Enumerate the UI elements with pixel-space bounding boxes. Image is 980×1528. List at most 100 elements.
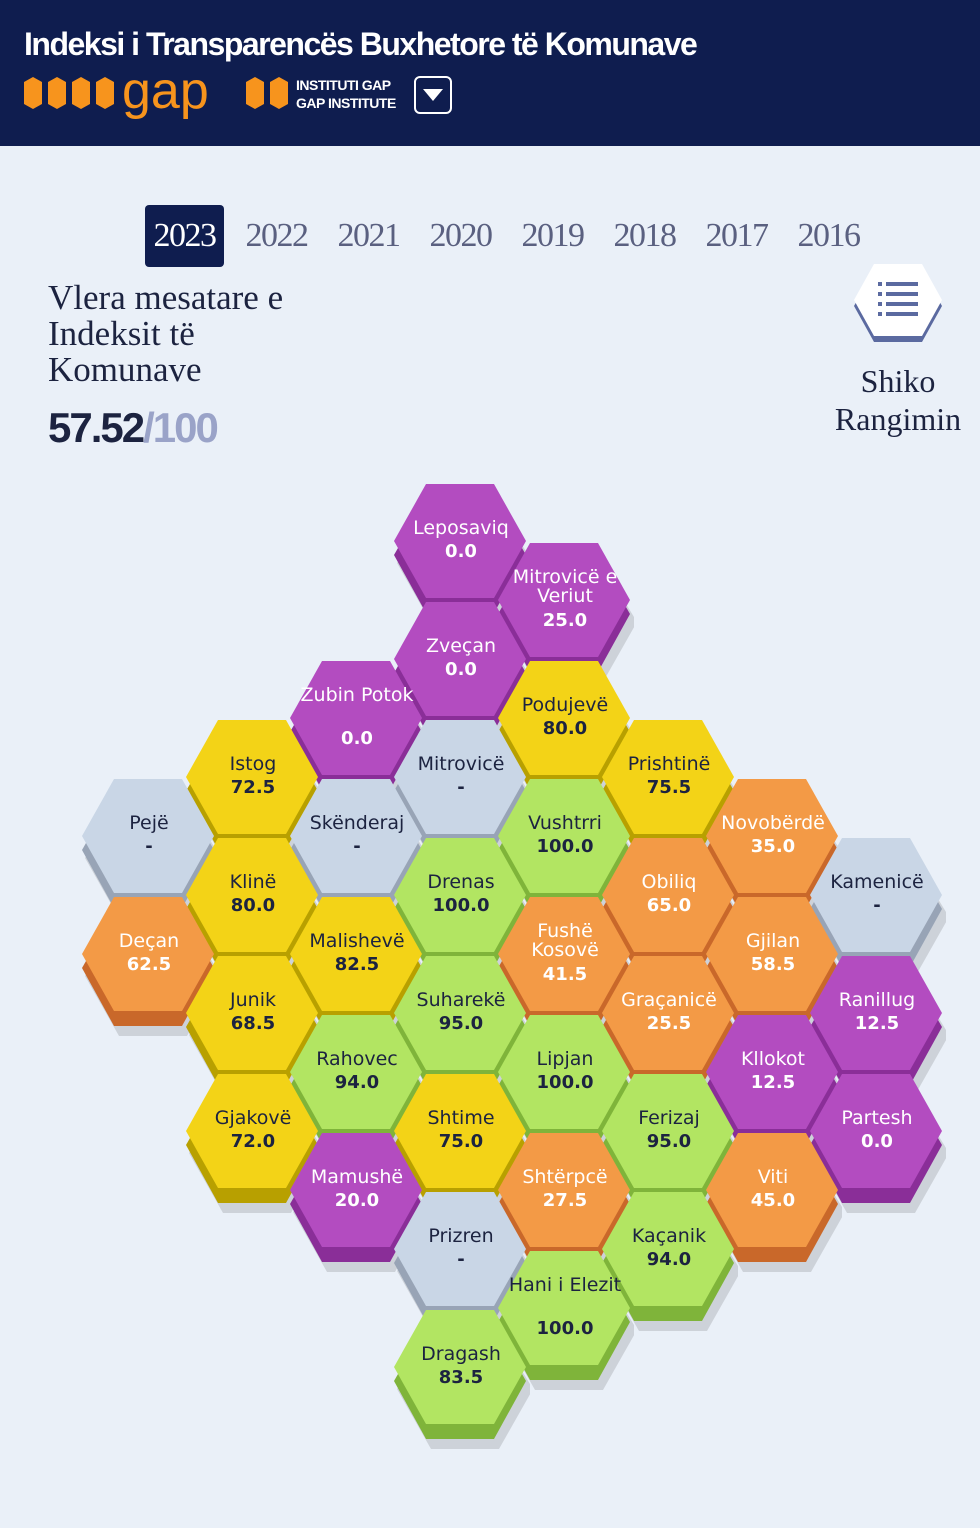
- year-tab-2016[interactable]: 2016: [797, 217, 862, 254]
- hex-decan[interactable]: Deçan 62.5: [80, 896, 218, 1039]
- municipality-value: 35.0: [750, 836, 796, 857]
- municipality-name: Kllokot: [740, 1048, 806, 1070]
- hex-istog[interactable]: Istog 72.5: [184, 719, 322, 862]
- municipality-name: Suharekë: [416, 989, 506, 1011]
- hex-hani-i-elezit[interactable]: Hani i Elezit 100.0: [496, 1250, 634, 1393]
- municipality-value: 62.5: [126, 954, 172, 975]
- average-label: Vlera mesatare e Indeksit të Komunave: [48, 278, 284, 389]
- hex-suhareke[interactable]: Suharekë 95.0: [392, 955, 530, 1098]
- municipality-name: Gjilan: [745, 930, 801, 952]
- municipality-name: Graçanicë: [621, 989, 717, 1011]
- municipality-name: Kamenicë: [830, 871, 924, 893]
- hex-prizren[interactable]: Prizren -: [392, 1191, 530, 1334]
- hex-drenas[interactable]: Drenas 100.0: [392, 837, 530, 980]
- hex-peje[interactable]: Pejë -: [80, 778, 218, 921]
- year-tab-2020[interactable]: 2020: [429, 217, 494, 254]
- hex-zubin-potok[interactable]: Zubin Potok 0.0: [288, 660, 426, 803]
- municipality-name: Malishevë: [309, 930, 405, 952]
- municipality-name: Viti: [757, 1166, 789, 1188]
- hex-mitrovice-e-veriut[interactable]: Mitrovicë e Veriut 25.0: [496, 542, 634, 685]
- hex-lipjan[interactable]: Lipjan 100.0: [496, 1014, 634, 1157]
- svg-text:gap: gap: [122, 76, 209, 120]
- hex-skenderaj[interactable]: Skënderaj -: [288, 778, 426, 921]
- hex-shtime[interactable]: Shtime 75.0: [392, 1073, 530, 1216]
- hex-ranillug[interactable]: Ranillug 12.5: [808, 955, 946, 1098]
- municipality-name: Mamushë: [310, 1166, 404, 1188]
- municipality-name: Pejë: [129, 812, 169, 834]
- year-tab-2023[interactable]: 2023: [145, 205, 224, 267]
- municipality-value: 80.0: [230, 895, 276, 916]
- municipality-name: Klinë: [229, 871, 277, 893]
- municipality-name: Gjakovë: [214, 1107, 292, 1129]
- municipality-value: 72.0: [230, 1131, 276, 1152]
- municipality-name: Zubin Potok: [300, 684, 414, 706]
- year-tab-2018[interactable]: 2018: [613, 217, 678, 254]
- ranking-label: Shiko Rangimin: [834, 363, 962, 437]
- hex-vushtrri[interactable]: Vushtrri 100.0: [496, 778, 634, 921]
- municipality-name: Obiliq: [641, 871, 697, 893]
- municipality-value: 58.5: [750, 954, 796, 975]
- hex-podujeve[interactable]: Podujevë 80.0: [496, 660, 634, 803]
- hex-shterpce[interactable]: Shtërpcë 27.5: [496, 1132, 634, 1275]
- hex-novoberde[interactable]: Novobërdë 35.0: [704, 778, 842, 921]
- municipality-value: 100.0: [536, 1072, 594, 1093]
- municipality-name: Deçan: [118, 930, 180, 952]
- municipality-name: Shtime: [427, 1107, 495, 1129]
- hex-rahovec[interactable]: Rahovec 94.0: [288, 1014, 426, 1157]
- hex-dragash[interactable]: Dragash 83.5: [392, 1309, 530, 1452]
- municipality-value: 100.0: [536, 1318, 594, 1339]
- year-tab-2017[interactable]: 2017: [705, 217, 770, 254]
- hex-mitrovice[interactable]: Mitrovicë -: [392, 719, 530, 862]
- page-title: Indeksi i Transparencës Buxhetore të Kom…: [24, 26, 698, 62]
- municipality-value: 95.0: [646, 1131, 692, 1152]
- hex-gjakove[interactable]: Gjakovë 72.0: [184, 1073, 322, 1216]
- municipality-name: Dragash: [421, 1343, 501, 1365]
- year-tab-2021[interactable]: 2021: [337, 217, 402, 254]
- year-tab-2022[interactable]: 2022: [245, 217, 310, 254]
- municipality-name: Vushtrri: [528, 812, 602, 834]
- app-header: Indeksi i Transparencës Buxhetore të Kom…: [0, 0, 980, 146]
- hex-mamushe[interactable]: Mamushë 20.0: [288, 1132, 426, 1275]
- ranking-button[interactable]: Shiko Rangimin: [830, 262, 970, 442]
- hex-kline[interactable]: Klinë 80.0: [184, 837, 322, 980]
- hex-junik[interactable]: Junik 68.5: [184, 955, 322, 1098]
- municipality-name: Ranillug: [838, 989, 916, 1011]
- hex-leposaviq[interactable]: Leposaviq 0.0: [392, 483, 530, 626]
- hex-gjilan[interactable]: Gjilan 58.5: [704, 896, 842, 1039]
- municipality-name: Prishtinë: [627, 753, 711, 775]
- municipality-name: Fushë Kosovë: [531, 920, 599, 961]
- hex-zvecan[interactable]: Zveçan 0.0: [392, 601, 530, 744]
- municipality-name: Istog: [229, 753, 277, 775]
- hex-kamenice[interactable]: Kamenicë -: [808, 837, 946, 980]
- hex-gracanice[interactable]: Graçanicë 25.5: [600, 955, 738, 1098]
- municipality-value: -: [353, 836, 361, 857]
- municipality-name: Prizren: [428, 1225, 494, 1247]
- average-value: 57.52/100: [48, 404, 219, 452]
- municipality-name: Drenas: [427, 871, 495, 893]
- municipality-value: 100.0: [432, 895, 490, 916]
- hex-fushe-kosove[interactable]: Fushë Kosovë 41.5: [496, 896, 634, 1039]
- municipality-value: 100.0: [536, 836, 594, 857]
- hex-kllokot[interactable]: Kllokot 12.5: [704, 1014, 842, 1157]
- municipality-name: Shtërpcë: [522, 1166, 608, 1188]
- hex-obiliq[interactable]: Obiliq 65.0: [600, 837, 738, 980]
- municipality-name: Novobërdë: [721, 812, 825, 834]
- hex-prishtine[interactable]: Prishtinë 75.5: [600, 719, 738, 862]
- municipality-value: 0.0: [445, 541, 477, 562]
- municipality-name: Hani i Elezit: [508, 1274, 622, 1296]
- hex-viti[interactable]: Viti 45.0: [704, 1132, 842, 1275]
- municipality-value: 12.5: [854, 1013, 900, 1034]
- hex-ferizaj[interactable]: Ferizaj 95.0: [600, 1073, 738, 1216]
- municipality-name: Mitrovicë e Veriut: [512, 566, 618, 607]
- municipality-value: 72.5: [230, 777, 276, 798]
- municipality-name: Podujevë: [521, 694, 609, 716]
- municipality-name: Ferizaj: [638, 1107, 700, 1129]
- hex-malisheve[interactable]: Malishevë 82.5: [288, 896, 426, 1039]
- municipality-value: 25.5: [646, 1013, 692, 1034]
- menu-dropdown-button[interactable]: [414, 76, 452, 114]
- municipality-value: -: [873, 895, 881, 916]
- year-tab-2019[interactable]: 2019: [521, 217, 586, 254]
- hex-partesh[interactable]: Partesh 0.0: [808, 1073, 946, 1216]
- hex-kacanik[interactable]: Kaçanik 94.0: [600, 1191, 738, 1334]
- municipality-value: 83.5: [438, 1367, 484, 1388]
